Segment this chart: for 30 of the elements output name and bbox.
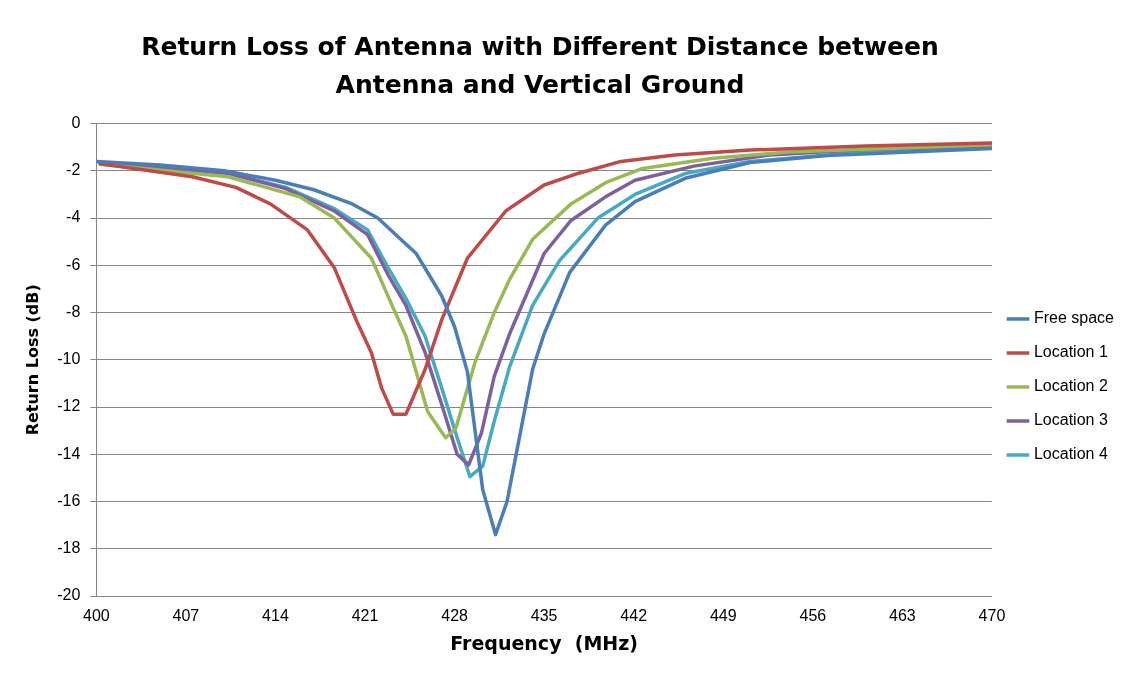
x-tick-label: 470 [978,607,1006,625]
x-axis-title: Frequency (MHz) [450,631,638,654]
x-tick-label: 428 [441,607,469,625]
x-tick-label: 400 [82,607,110,625]
x-tick-label: 414 [262,607,289,625]
y-tick-label: -20 [57,586,81,604]
y-tick-label: -12 [57,397,81,415]
x-tick-label: 449 [709,607,737,625]
legend-label: Free space [1033,309,1115,327]
y-axis-title: Return Loss (dB) [22,284,42,436]
x-tick-label: 407 [172,607,200,625]
y-tick-label: -14 [57,444,81,462]
legend-label: Location 4 [1033,445,1108,463]
y-tick-label: -6 [66,255,81,273]
chart-title: Return Loss of Antenna with Different Distance between Antenna and Vertical Ground [140,31,940,101]
x-tick-label: 442 [620,607,648,625]
legend-label: Location 3 [1033,411,1108,429]
y-tick-label: -8 [66,302,81,320]
legend-label: Location 2 [1033,377,1108,395]
x-tick-label: 421 [351,607,379,625]
y-tick-label: -4 [66,208,81,226]
y-tick-label: -16 [57,491,81,509]
y-tick-label: -2 [66,161,81,179]
legend-label: Location 1 [1033,343,1108,361]
y-tick-label: -10 [57,350,81,368]
x-tick-label: 456 [799,607,827,625]
x-tick-label: 435 [530,607,558,625]
y-tick-label: -18 [57,539,81,557]
y-tick-label: 0 [71,114,81,132]
x-tick-label: 463 [889,607,916,625]
